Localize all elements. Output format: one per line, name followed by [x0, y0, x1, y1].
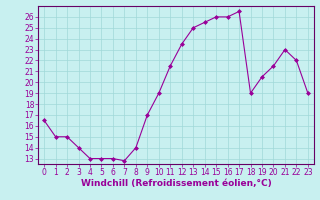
X-axis label: Windchill (Refroidissement éolien,°C): Windchill (Refroidissement éolien,°C) — [81, 179, 271, 188]
